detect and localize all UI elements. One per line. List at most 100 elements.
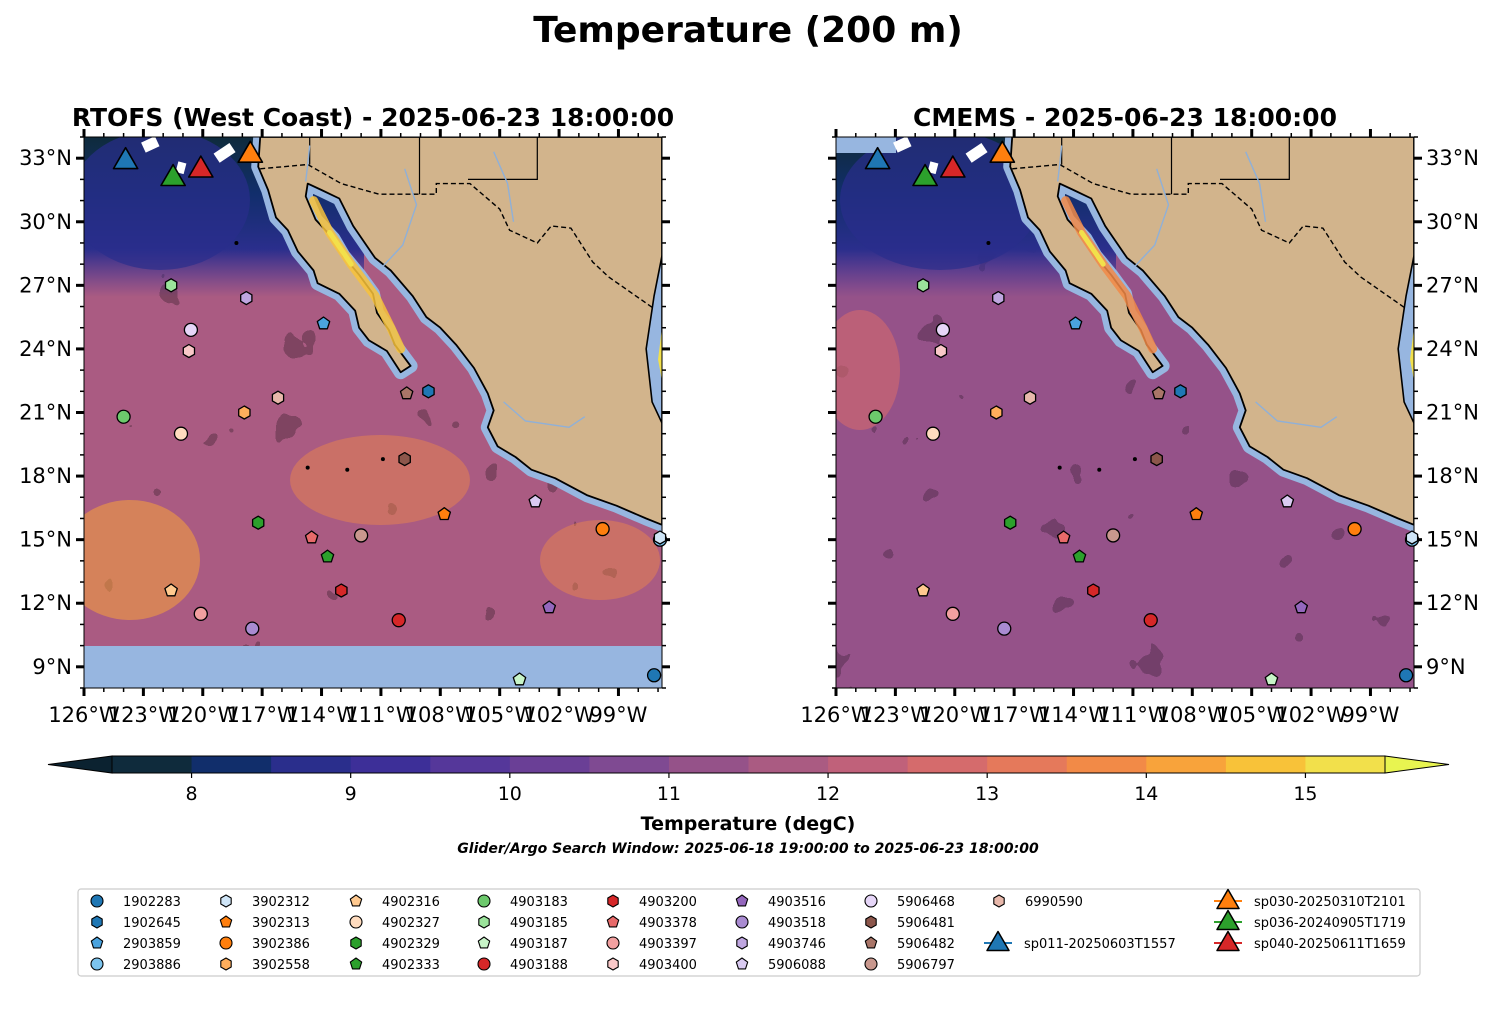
float-marker-3902313	[437, 507, 452, 521]
float-marker-4903200	[335, 583, 348, 598]
land-mexico	[257, 137, 662, 526]
float-marker-6990590	[271, 390, 285, 405]
float-marker-3902386	[1347, 521, 1362, 537]
colorbar-bin	[1066, 756, 1147, 773]
legend-marker-4903516	[735, 894, 749, 907]
legend-label-5906481: 5906481	[897, 916, 955, 931]
y-tick-label: 15°N	[19, 528, 72, 552]
x-tick-label: 108°W	[1157, 703, 1229, 727]
colorbar-tick-label: 13	[975, 783, 999, 805]
river	[1255, 401, 1338, 429]
y-tick-label: 24°N	[1426, 337, 1479, 361]
legend-label-5906088: 5906088	[768, 958, 826, 973]
legend-marker-4903397	[606, 936, 620, 950]
y-tick-label: 21°N	[1426, 401, 1479, 425]
x-tick-label: 126°W	[48, 703, 120, 727]
gulf-of-mexico	[645, 255, 662, 424]
glider-marker-sp036-20240905T1719	[160, 163, 186, 187]
y-tick-label: 24°N	[19, 337, 72, 361]
x-tick-label: 105°W	[464, 703, 536, 727]
x-tick-label: 120°W	[167, 703, 239, 727]
legend-marker-1902645	[91, 915, 103, 929]
legend-label-5906482: 5906482	[897, 937, 955, 952]
colorbar-bin	[987, 756, 1068, 773]
glider-marker-sp036-20240905T1719	[912, 163, 938, 187]
y-tick-label: 27°N	[19, 273, 72, 297]
glider-track	[965, 143, 988, 163]
legend-marker-5906481	[865, 915, 877, 929]
river	[1057, 145, 1063, 182]
float-marker-4903518	[997, 621, 1012, 636]
float-marker-4903746	[992, 290, 1005, 306]
y-tick-label: 12°N	[19, 591, 72, 615]
colorbar-tick-label: 12	[816, 783, 840, 805]
gulf-of-mexico	[1397, 255, 1414, 424]
float-marker-3902312	[1405, 530, 1419, 545]
glider-marker-sp040-20250611T1659	[939, 155, 966, 178]
float-marker-3902558	[990, 405, 1003, 420]
legend-label-4902316: 4902316	[382, 895, 440, 910]
gulf-of-mexico-warm	[658, 327, 662, 381]
panel-rtofs: RTOFS (West Coast) - 2025-06-23 18:00:00…	[19, 103, 674, 727]
float-marker-4903188	[391, 613, 406, 628]
glider-track	[893, 137, 912, 153]
colorbar-bin	[1225, 756, 1307, 773]
x-tick-label: 99°W	[1341, 703, 1399, 727]
legend-label-4903185: 4903185	[510, 916, 568, 931]
colorbar-tick-label: 11	[657, 783, 681, 805]
legend-label-3902313: 3902313	[252, 916, 310, 931]
warm-patch	[836, 310, 900, 430]
gulf-warm-water	[309, 196, 406, 354]
river	[305, 145, 311, 182]
glider-track	[213, 143, 236, 163]
glider-marker-sp030-20250310T2101	[989, 140, 1016, 163]
float-marker-5906797	[353, 528, 369, 543]
legend-label-1902283: 1902283	[123, 895, 181, 910]
legend-marker-4903746	[736, 936, 748, 950]
float-marker-5906088	[528, 494, 543, 508]
river	[493, 151, 515, 222]
float-marker-4903518	[245, 621, 260, 636]
legend-label-5906468: 5906468	[897, 895, 955, 910]
colorbar: Temperature (degC) 8 9 10 11 12 13 14 15	[47, 755, 1450, 835]
legend-marker-4902333	[349, 957, 363, 970]
glider-marker-sp011-20250603T1557	[112, 146, 139, 170]
colorbar-bin	[191, 756, 272, 773]
gulf-warm-water	[1061, 196, 1158, 354]
legend-marker-sp040-20250611T1659	[1216, 930, 1240, 952]
legend-marker-3902312	[220, 894, 232, 908]
legend-marker-6990590	[993, 894, 1005, 908]
glider-marker-sp040-20250611T1659	[187, 155, 214, 178]
float-marker-4903397	[945, 606, 960, 621]
legend-label-4903200: 4903200	[639, 895, 697, 910]
float-marker-5906481	[1150, 451, 1163, 467]
float-marker-4903400	[182, 343, 196, 359]
island	[1132, 457, 1137, 462]
legend-marker-5906797	[864, 957, 878, 971]
legend-label-6990590: 6990590	[1025, 895, 1083, 910]
float-marker-4902327	[925, 426, 941, 441]
search-window-text: Glider/Argo Search Window: 2025-06-18 19…	[457, 841, 1039, 857]
y-tick-label: 18°N	[19, 464, 72, 488]
island	[305, 465, 310, 470]
legend-marker-4903185	[478, 915, 490, 929]
colorbar-bin	[350, 756, 431, 773]
map-overlays-cmems	[893, 137, 1414, 532]
land-mexico	[1009, 137, 1414, 526]
float-marker-4903183	[116, 409, 131, 424]
legend-label-2903886: 2903886	[123, 958, 181, 973]
y-tick-label: 33°N	[1426, 146, 1479, 170]
legend-label-4903183: 4903183	[510, 895, 568, 910]
x-tick-label: 105°W	[1216, 703, 1288, 727]
legend-marker-4903378	[606, 915, 620, 928]
legend-label-4903378: 4903378	[639, 916, 697, 931]
legend-label-4902327: 4902327	[382, 916, 440, 931]
float-marker-5906468	[183, 322, 199, 338]
colorbar-tick-label: 14	[1134, 783, 1158, 805]
country-border	[1012, 163, 1407, 310]
legend-marker-sp030-20250310T2101	[1216, 888, 1240, 910]
island	[986, 240, 991, 245]
colorbar-bin	[1305, 756, 1386, 773]
glider-track	[927, 161, 939, 175]
